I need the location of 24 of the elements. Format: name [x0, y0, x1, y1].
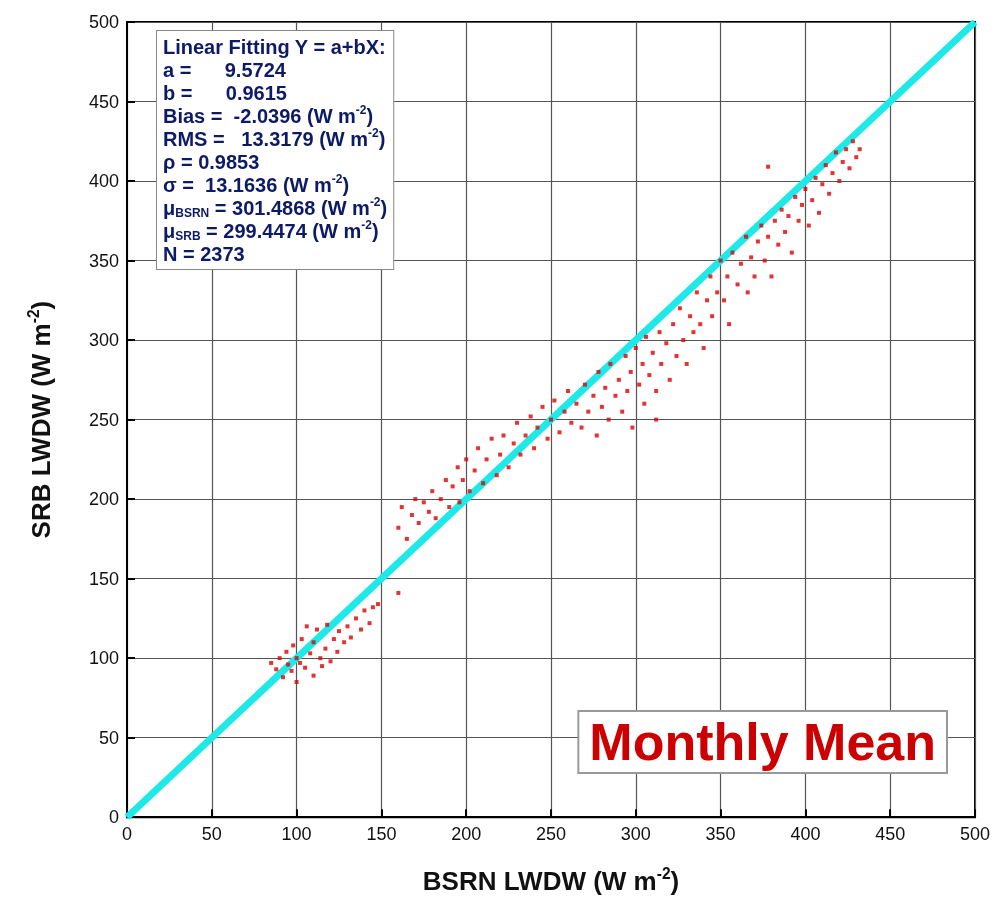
y-tick-label: 350 — [88, 250, 119, 271]
y-axis-title: SRB LWDW (W m-2) — [24, 300, 57, 539]
y-tick-label: 450 — [88, 91, 119, 112]
y-tick-label: 400 — [88, 171, 119, 192]
y-tick-label: 300 — [88, 330, 119, 351]
y-tick-label: 250 — [88, 409, 119, 430]
x-tick-label: 300 — [620, 824, 651, 845]
x-tick-label: 0 — [121, 824, 133, 845]
y-tick-label: 500 — [88, 12, 119, 32]
x-tick-label: 400 — [790, 824, 821, 845]
x-tick-label: 500 — [959, 824, 991, 845]
x-tick-label: 350 — [705, 824, 736, 845]
y-tick-label: 100 — [88, 648, 119, 669]
annotation: Monthly Mean — [589, 713, 937, 771]
y-tick-label: 50 — [98, 727, 119, 748]
x-tick-label: 450 — [875, 824, 906, 845]
x-tick-label: 100 — [281, 824, 312, 845]
x-tick-label: 200 — [451, 824, 482, 845]
y-tick-label: 150 — [88, 568, 119, 589]
x-tick-label: 150 — [366, 824, 397, 845]
y-tick-label: 200 — [88, 489, 119, 510]
x-tick-label: 250 — [535, 824, 567, 845]
y-tick-label: 0 — [108, 807, 119, 828]
x-tick-label: 50 — [201, 824, 222, 845]
